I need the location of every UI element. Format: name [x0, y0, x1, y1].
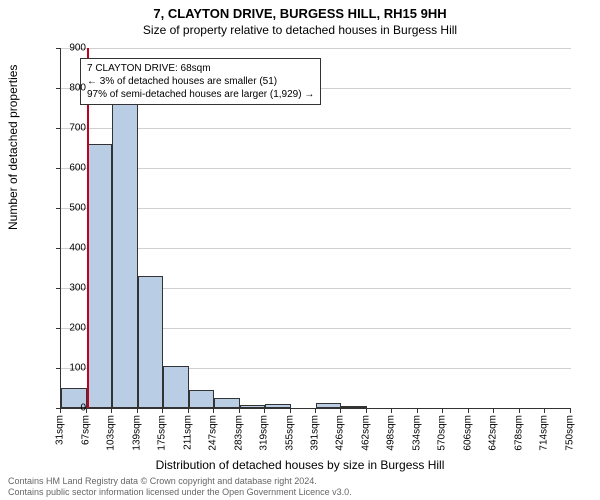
- x-axis-label: Distribution of detached houses by size …: [0, 458, 600, 472]
- x-tick: [544, 408, 545, 413]
- x-tick-label: 211sqm: [182, 415, 193, 450]
- x-tick: [519, 408, 520, 413]
- histogram-bar: [87, 144, 113, 408]
- y-axis-label: Number of detached properties: [6, 65, 20, 230]
- x-tick: [391, 408, 392, 413]
- x-tick-label: 247sqm: [208, 415, 219, 451]
- x-tick: [442, 408, 443, 413]
- page-title: 7, CLAYTON DRIVE, BURGESS HILL, RH15 9HH: [0, 0, 600, 21]
- x-tick-label: 103sqm: [106, 415, 117, 451]
- legend-line-2: ← 3% of detached houses are smaller (51): [87, 75, 314, 88]
- y-tick-label: 600: [46, 163, 86, 174]
- histogram-bar: [214, 398, 240, 408]
- y-tick-label: 700: [46, 123, 86, 134]
- x-tick-label: 678sqm: [513, 415, 524, 451]
- x-tick: [290, 408, 291, 413]
- y-tick-label: 500: [46, 203, 86, 214]
- x-tick: [86, 408, 87, 413]
- chart-container: 7, CLAYTON DRIVE, BURGESS HILL, RH15 9HH…: [0, 0, 600, 500]
- x-tick-label: 426sqm: [335, 415, 346, 451]
- legend-line-1: 7 CLAYTON DRIVE: 68sqm: [87, 62, 314, 75]
- x-tick: [137, 408, 138, 413]
- x-tick: [417, 408, 418, 413]
- x-tick: [340, 408, 341, 413]
- x-tick: [188, 408, 189, 413]
- page-subtitle: Size of property relative to detached ho…: [0, 21, 600, 37]
- y-tick-label: 200: [46, 323, 86, 334]
- x-tick-label: 283sqm: [233, 415, 244, 451]
- y-tick-label: 0: [46, 403, 86, 414]
- x-tick-label: 462sqm: [360, 415, 371, 451]
- x-tick: [366, 408, 367, 413]
- x-tick: [570, 408, 571, 413]
- x-tick-label: 355sqm: [284, 415, 295, 451]
- histogram-bar: [163, 366, 189, 408]
- histogram-bar: [189, 390, 215, 408]
- x-tick-label: 642sqm: [488, 415, 499, 451]
- x-tick: [264, 408, 265, 413]
- legend-line-3: 97% of semi-detached houses are larger (…: [87, 88, 314, 101]
- histogram-bar: [341, 406, 367, 408]
- y-tick-label: 100: [46, 363, 86, 374]
- x-tick: [111, 408, 112, 413]
- x-tick-label: 175sqm: [157, 415, 168, 451]
- y-tick-label: 800: [46, 83, 86, 94]
- histogram-bar: [112, 104, 138, 408]
- x-tick: [493, 408, 494, 413]
- histogram-bar: [265, 404, 291, 408]
- x-tick-label: 534sqm: [411, 415, 422, 451]
- x-tick-label: 31sqm: [55, 415, 66, 445]
- histogram-bar: [316, 403, 341, 408]
- x-tick-label: 139sqm: [131, 415, 142, 451]
- x-tick-label: 606sqm: [462, 415, 473, 451]
- x-tick: [315, 408, 316, 413]
- x-tick-label: 570sqm: [437, 415, 448, 451]
- footer-line-1: Contains HM Land Registry data © Crown c…: [8, 476, 352, 487]
- x-tick: [60, 408, 61, 413]
- x-tick: [162, 408, 163, 413]
- histogram-bar: [138, 276, 164, 408]
- y-tick-label: 400: [46, 243, 86, 254]
- x-tick-label: 319sqm: [259, 415, 270, 451]
- x-tick-label: 498sqm: [386, 415, 397, 451]
- gridline: [61, 48, 571, 49]
- histogram-bar: [240, 405, 266, 408]
- x-tick: [468, 408, 469, 413]
- legend-box: 7 CLAYTON DRIVE: 68sqm ← 3% of detached …: [80, 58, 321, 105]
- footer-line-2: Contains public sector information licen…: [8, 487, 352, 498]
- y-tick-label: 300: [46, 283, 86, 294]
- x-tick: [213, 408, 214, 413]
- x-tick-label: 391sqm: [310, 415, 321, 451]
- footer-credits: Contains HM Land Registry data © Crown c…: [8, 476, 352, 498]
- x-tick-label: 67sqm: [80, 415, 91, 445]
- y-tick-label: 900: [46, 43, 86, 54]
- x-tick: [239, 408, 240, 413]
- x-tick-label: 750sqm: [565, 415, 576, 451]
- x-tick-label: 714sqm: [539, 415, 550, 451]
